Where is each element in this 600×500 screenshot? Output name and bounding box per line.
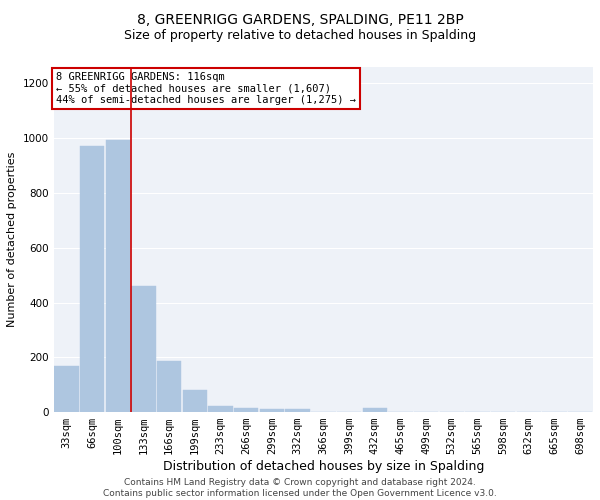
Bar [131,286,156,412]
Bar [182,390,207,412]
Bar [208,406,233,412]
Bar [286,410,310,412]
X-axis label: Distribution of detached houses by size in Spalding: Distribution of detached houses by size … [163,460,484,473]
Bar [80,146,104,412]
Bar [106,140,130,412]
Bar [260,410,284,412]
Bar [234,408,259,412]
Bar [157,362,181,412]
Bar [54,366,79,412]
Text: Size of property relative to detached houses in Spalding: Size of property relative to detached ho… [124,29,476,42]
Bar [362,408,387,412]
Text: 8 GREENRIGG GARDENS: 116sqm
← 55% of detached houses are smaller (1,607)
44% of : 8 GREENRIGG GARDENS: 116sqm ← 55% of det… [56,72,356,106]
Text: Contains HM Land Registry data © Crown copyright and database right 2024.
Contai: Contains HM Land Registry data © Crown c… [103,478,497,498]
Text: 8, GREENRIGG GARDENS, SPALDING, PE11 2BP: 8, GREENRIGG GARDENS, SPALDING, PE11 2BP [137,12,463,26]
Y-axis label: Number of detached properties: Number of detached properties [7,152,17,327]
